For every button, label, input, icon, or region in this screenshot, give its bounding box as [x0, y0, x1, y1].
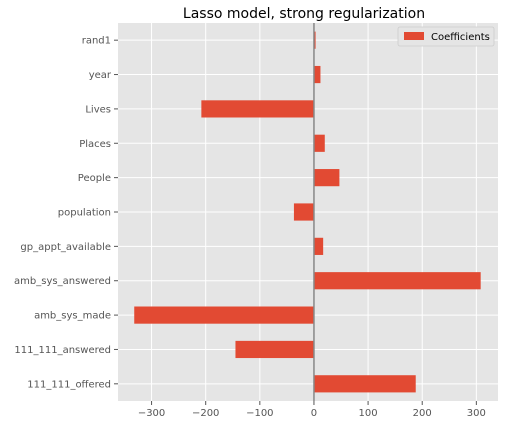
y-tick-label: Lives — [85, 104, 111, 115]
y-tick-label: 111_111_answered — [14, 345, 111, 356]
legend-swatch — [404, 32, 424, 40]
bar — [134, 306, 314, 324]
chart-title: Lasso model, strong regularization — [183, 6, 425, 22]
x-tick-label: 200 — [413, 408, 432, 419]
y-tick-label: amb_sys_made — [34, 311, 111, 322]
x-tick-label: −100 — [246, 408, 273, 419]
bar — [201, 100, 314, 118]
legend-label: Coefficients — [431, 32, 490, 43]
x-tick-label: 0 — [311, 408, 317, 419]
bar — [313, 375, 416, 393]
y-tick-label: year — [89, 70, 112, 81]
bar — [235, 340, 314, 359]
bar — [313, 31, 316, 49]
legend-box — [397, 26, 495, 47]
bar — [313, 134, 325, 152]
y-tick-label: amb_sys_answered — [14, 276, 111, 287]
legend: Coefficients — [397, 26, 495, 47]
x-tick-label: −200 — [192, 408, 219, 419]
x-tick-label: 300 — [467, 408, 486, 419]
y-tick-label: People — [78, 173, 111, 184]
x-tick-label: −300 — [138, 408, 165, 419]
y-tick-label: Places — [79, 139, 111, 150]
bar — [293, 203, 314, 221]
bar — [313, 272, 481, 290]
y-axis: 111_111_offered 111_111_answered amb_sys_m… — [14, 36, 118, 390]
y-tick-label: rand1 — [82, 36, 111, 47]
bars — [134, 31, 481, 393]
y-tick-label: 111_111_offered — [27, 379, 111, 390]
x-axis: −300 −200 −100 0 100 200 300 — [138, 401, 486, 419]
bar — [313, 237, 324, 255]
y-tick-label: gp_appt_available — [20, 242, 111, 253]
bar — [313, 169, 340, 187]
y-tick-label: population — [58, 208, 111, 219]
bar — [313, 65, 321, 84]
x-tick-label: 100 — [359, 408, 378, 419]
